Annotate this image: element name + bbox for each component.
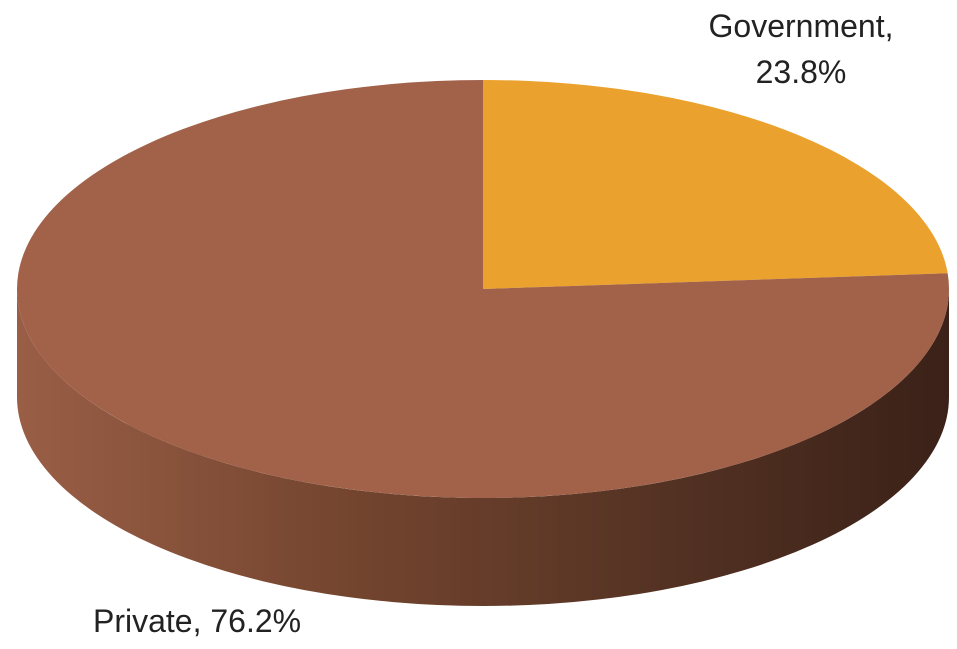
slice-label-private-name: Private [93, 603, 193, 639]
slice-label-government-name: Government, [709, 8, 894, 44]
pie-slice-private [16, 80, 949, 499]
slice-label-government-value: 23.8% [756, 54, 847, 90]
pie-side-private [17, 289, 949, 606]
label-group: Government, 23.8% Private, 76.2% [93, 8, 893, 639]
slice-label-private: Private, 76.2% [93, 603, 301, 639]
slice-label-private-sep: , [193, 603, 211, 639]
pie-slice-government [483, 80, 948, 289]
pie-group [16, 80, 949, 606]
slice-label-private-value: 76.2% [210, 603, 301, 639]
